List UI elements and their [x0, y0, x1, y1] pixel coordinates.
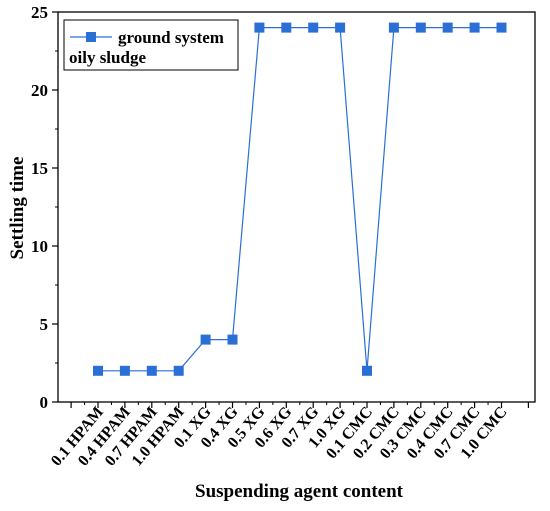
x-axis-title: Suspending agent content	[195, 481, 404, 502]
data-layer	[93, 22, 507, 376]
y-tick-label: 25	[31, 3, 48, 22]
data-point-marker	[308, 22, 319, 33]
legend: ground system oily sludge	[63, 19, 239, 71]
y-tick-label: 15	[31, 159, 48, 178]
data-point-marker	[119, 365, 130, 376]
y-tick-label: 5	[40, 315, 49, 334]
data-point-marker	[415, 22, 426, 33]
legend-label-line-2: oily sludge	[69, 48, 146, 67]
data-point-marker	[227, 334, 238, 345]
data-point-marker	[173, 365, 184, 376]
data-point-marker	[146, 365, 157, 376]
data-point-marker	[388, 22, 399, 33]
series-line	[98, 27, 502, 372]
data-point-marker	[200, 334, 211, 345]
y-tick-label: 10	[31, 237, 48, 256]
legend-box	[63, 19, 239, 71]
y-tick-label: 20	[31, 81, 48, 100]
data-point-marker	[442, 22, 453, 33]
y-axis-title: Settling time	[7, 157, 28, 260]
data-point-marker	[254, 22, 265, 33]
data-point-marker	[281, 22, 292, 33]
data-point-marker	[496, 22, 507, 33]
legend-series-marker	[86, 32, 96, 42]
legend-label-line-1: ground system	[118, 28, 224, 47]
data-point-marker	[93, 365, 103, 376]
data-point-marker	[469, 22, 480, 33]
y-tick-label: 0	[40, 393, 49, 412]
data-point-marker	[362, 365, 372, 376]
data-point-marker	[335, 22, 346, 33]
